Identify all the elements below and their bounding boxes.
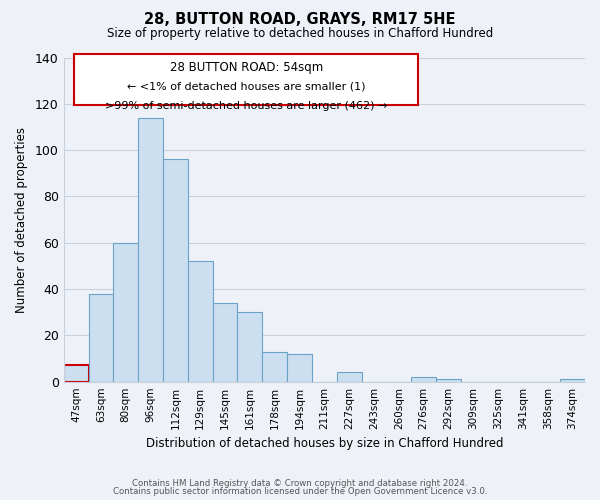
- Bar: [560, 380, 585, 382]
- Bar: [238, 312, 262, 382]
- Text: 28 BUTTON ROAD: 54sqm: 28 BUTTON ROAD: 54sqm: [170, 60, 323, 74]
- Bar: [163, 160, 188, 382]
- Bar: [262, 352, 287, 382]
- Text: Contains public sector information licensed under the Open Government Licence v3: Contains public sector information licen…: [113, 487, 487, 496]
- Bar: [436, 380, 461, 382]
- Bar: [138, 118, 163, 382]
- Bar: [411, 377, 436, 382]
- Bar: [64, 366, 89, 382]
- Text: >99% of semi-detached houses are larger (462) →: >99% of semi-detached houses are larger …: [105, 102, 388, 112]
- Bar: [287, 354, 312, 382]
- Text: 28, BUTTON ROAD, GRAYS, RM17 5HE: 28, BUTTON ROAD, GRAYS, RM17 5HE: [144, 12, 456, 28]
- Bar: [212, 303, 238, 382]
- Text: Contains HM Land Registry data © Crown copyright and database right 2024.: Contains HM Land Registry data © Crown c…: [132, 478, 468, 488]
- Bar: [188, 262, 212, 382]
- Y-axis label: Number of detached properties: Number of detached properties: [15, 126, 28, 312]
- Text: Size of property relative to detached houses in Chafford Hundred: Size of property relative to detached ho…: [107, 28, 493, 40]
- Bar: [89, 294, 113, 382]
- X-axis label: Distribution of detached houses by size in Chafford Hundred: Distribution of detached houses by size …: [146, 437, 503, 450]
- Text: ← <1% of detached houses are smaller (1): ← <1% of detached houses are smaller (1): [127, 82, 365, 92]
- Bar: [113, 242, 138, 382]
- FancyBboxPatch shape: [74, 54, 418, 104]
- Bar: [337, 372, 362, 382]
